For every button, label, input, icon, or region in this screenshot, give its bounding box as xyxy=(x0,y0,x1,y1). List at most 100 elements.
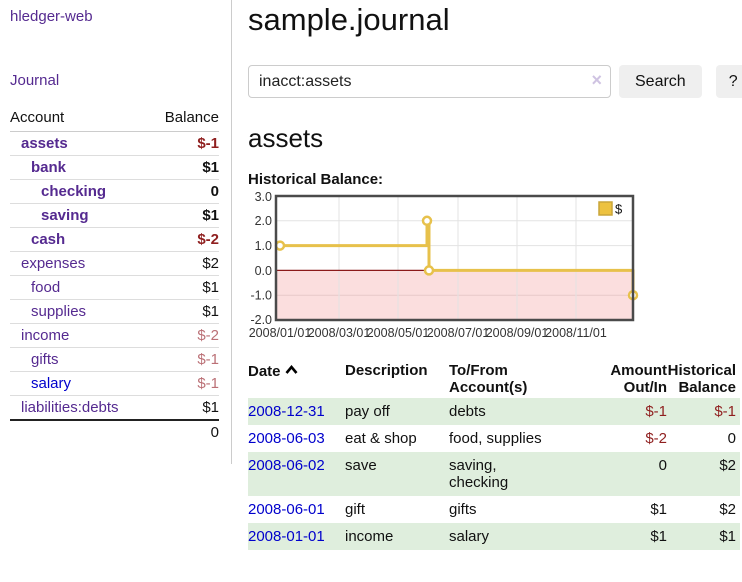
account-link-gifts[interactable]: gifts xyxy=(31,351,59,368)
app-layout: hledger-web Journal Account Balance asse… xyxy=(0,0,742,550)
main-content: sample.journal × Search ? assets Histori… xyxy=(232,0,742,550)
account-balance: $1 xyxy=(149,155,219,180)
search-form: × Search ? xyxy=(248,65,742,98)
x-tick-label: 2008/09/01 xyxy=(486,326,549,340)
register-header-balance-line1: Historical xyxy=(667,362,736,379)
help-button[interactable]: ? xyxy=(715,65,742,98)
y-tick-label: -1.0 xyxy=(250,289,272,303)
transaction-description: gift xyxy=(345,501,366,518)
register-header-accounts-line2: Account(s) xyxy=(449,379,528,396)
transaction-amount: $1 xyxy=(650,501,667,518)
accounts-header-account: Account xyxy=(10,106,150,132)
chart-title: Historical Balance: xyxy=(248,171,384,188)
x-tick-label: 2008/11/01 xyxy=(545,326,607,340)
account-link-salary[interactable]: salary xyxy=(31,375,72,392)
register-header-accounts: To/From Account(s) xyxy=(449,360,595,398)
account-link-assets[interactable]: assets xyxy=(21,135,68,152)
account-link-income[interactable]: income xyxy=(21,327,70,344)
brand-link[interactable]: hledger-web xyxy=(10,8,93,25)
x-tick-label: 2008/03/01 xyxy=(308,326,371,340)
register-header-date-label: Date xyxy=(248,363,281,380)
account-link-expenses[interactable]: expenses xyxy=(21,255,86,272)
transaction-date-link[interactable]: 2008-06-01 xyxy=(248,501,325,518)
legend-swatch xyxy=(598,201,613,216)
account-link-supplies[interactable]: supplies xyxy=(31,303,87,320)
transaction-balance: $2 xyxy=(667,452,740,496)
account-link-saving[interactable]: saving xyxy=(41,207,89,224)
transaction-description: eat & shop xyxy=(345,430,417,447)
transaction-amount: $-1 xyxy=(595,398,667,425)
x-tick-label: 2008/01/01 xyxy=(249,326,312,340)
register-header-description: Description xyxy=(345,362,428,379)
search-input[interactable] xyxy=(248,65,611,98)
register-row: 2008-01-01 income salary $1 $1 xyxy=(248,523,740,550)
transaction-balance: 0 xyxy=(727,430,736,447)
account-link-liabilities-debts[interactable]: liabilities:debts xyxy=(21,399,119,416)
register-header-amount: Amount Out/In xyxy=(595,360,667,398)
account-balance: $-1 xyxy=(197,135,219,152)
register-header-balance-line2: Balance xyxy=(678,379,736,396)
y-tick-label: 2.0 xyxy=(255,214,272,228)
transaction-accounts: debts xyxy=(449,398,595,425)
account-row: cash $-2 xyxy=(10,227,219,252)
account-balance: $-1 xyxy=(149,347,219,372)
account-row: saving $1 xyxy=(10,203,219,228)
account-balance: $-2 xyxy=(149,227,219,252)
account-row: salary $-1 xyxy=(10,371,219,396)
account-row: checking 0 xyxy=(10,179,219,204)
account-balance: $2 xyxy=(149,251,219,276)
transaction-balance: $2 xyxy=(719,501,736,518)
transaction-amount: $-2 xyxy=(645,430,667,447)
account-balance: $1 xyxy=(149,275,219,300)
accounts-table: Account Balance assets $-1 bank $1 check… xyxy=(10,106,219,444)
account-link-checking[interactable]: checking xyxy=(41,183,107,200)
clear-search-icon[interactable]: × xyxy=(591,70,602,90)
account-row: income $-2 xyxy=(10,323,219,348)
transaction-description: income xyxy=(345,523,449,550)
account-balance: $-1 xyxy=(149,371,219,396)
transaction-balance: $1 xyxy=(667,523,740,550)
register-header-amount-line2: Out/In xyxy=(623,379,667,396)
account-row: expenses $2 xyxy=(10,251,219,276)
register-header-balance: Historical Balance xyxy=(667,360,740,398)
transaction-date-link[interactable]: 2008-06-02 xyxy=(248,457,325,474)
register-row: 2008-12-31 pay off debts $-1 $-1 xyxy=(248,398,740,425)
accounts-total-value: 0 xyxy=(149,419,219,444)
account-balance: $-2 xyxy=(149,323,219,348)
transaction-date-link[interactable]: 2008-06-03 xyxy=(248,430,325,447)
x-tick-label: 2008/07/01 xyxy=(427,326,490,340)
legend-label: $ xyxy=(615,202,623,217)
transaction-date-link[interactable]: 2008-01-01 xyxy=(248,528,325,545)
transaction-description: save xyxy=(345,452,449,496)
transaction-amount: 0 xyxy=(595,452,667,496)
sort-ascending-icon xyxy=(285,362,298,379)
transaction-accounts: saving, checking xyxy=(449,452,595,496)
accounts-header-balance: Balance xyxy=(149,106,219,132)
transaction-balance: $-1 xyxy=(667,398,740,425)
x-tick-label: 2008/05/01 xyxy=(367,326,430,340)
journal-nav: Journal xyxy=(10,72,219,89)
sidebar: hledger-web Journal Account Balance asse… xyxy=(0,0,232,464)
register-header-accounts-line1: To/From xyxy=(449,362,508,379)
account-link-food[interactable]: food xyxy=(31,279,61,296)
search-button[interactable]: Search xyxy=(619,65,702,98)
account-link-bank[interactable]: bank xyxy=(31,159,67,176)
page-title: sample.journal xyxy=(248,2,450,37)
account-row: gifts $-1 xyxy=(10,347,219,372)
account-row: supplies $1 xyxy=(10,299,219,324)
register-row: 2008-06-01 gift gifts $1 $2 xyxy=(248,496,740,523)
plot-border xyxy=(274,194,635,322)
sidebar-item-journal[interactable]: Journal xyxy=(10,72,60,89)
account-row: food $1 xyxy=(10,275,219,300)
account-balance: $1 xyxy=(149,203,219,228)
account-balance: $1 xyxy=(149,299,219,324)
transaction-date-link[interactable]: 2008-12-31 xyxy=(248,403,325,420)
transaction-accounts: salary xyxy=(449,523,595,550)
register-row: 2008-06-03 eat & shop food, supplies $-2… xyxy=(248,425,740,452)
y-tick-label: 3.0 xyxy=(255,192,272,204)
transaction-description: pay off xyxy=(345,398,449,425)
account-link-cash[interactable]: cash xyxy=(31,231,66,248)
data-point-marker xyxy=(423,265,435,276)
balance-chart-svg: $ 3.0 2.0 1.0 0.0 -1.0 -2.0 2008/01/01 2… xyxy=(249,190,639,340)
register-header-date[interactable]: Date xyxy=(248,360,345,398)
